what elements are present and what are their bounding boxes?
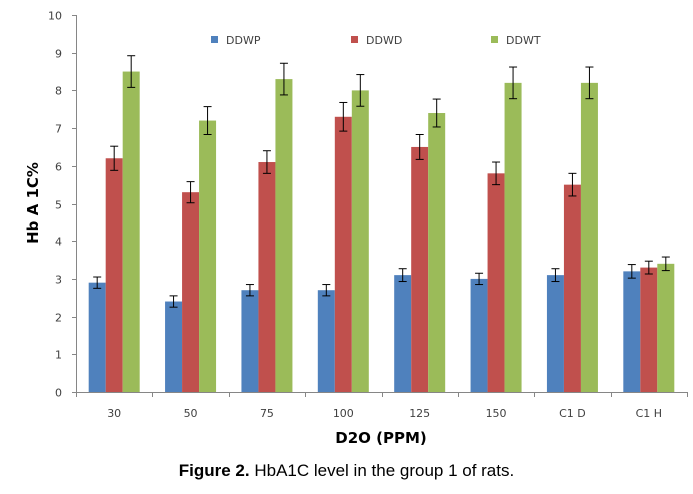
x-tick-label: C1 H <box>636 407 662 420</box>
x-tick-label: C1 D <box>559 407 586 420</box>
y-tick-label: 8 <box>55 85 62 98</box>
caption-label: Figure 2. <box>178 461 250 480</box>
bar-ddwp <box>88 282 106 392</box>
legend-swatch-ddwt <box>491 36 498 43</box>
bar-ddwd <box>411 146 429 392</box>
legend-swatch-ddwd <box>351 36 358 43</box>
bar-ddwt <box>122 71 140 393</box>
bar-ddwt <box>428 113 446 393</box>
bar-ddwp <box>470 278 488 392</box>
y-tick-label: 6 <box>55 161 62 174</box>
figure-caption: Figure 2. HbA1C level in the group 1 of … <box>0 461 693 481</box>
bar-ddwd <box>334 116 352 392</box>
y-tick-label: 10 <box>48 10 62 23</box>
legend-label-ddwd: DDWD <box>366 34 402 47</box>
legend-label-ddwp: DDWP <box>226 34 261 47</box>
x-tick-label: 100 <box>333 407 354 420</box>
y-tick-label: 0 <box>55 387 62 400</box>
bar-ddwp <box>241 290 259 392</box>
x-axis-ticks: 30 50 75 100 125 150 C1 D C1 H <box>76 392 688 420</box>
x-tick-label: 30 <box>107 407 121 420</box>
bar-ddwt <box>351 90 369 393</box>
bar-ddwd <box>182 192 200 392</box>
bar-ddwd <box>487 173 505 392</box>
bar-ddwp <box>165 301 183 392</box>
x-tick-label: 125 <box>409 407 430 420</box>
bar-ddwd <box>105 158 123 392</box>
y-tick-label: 1 <box>55 349 62 362</box>
bar-ddwp <box>317 290 335 392</box>
y-tick-label: 3 <box>55 274 62 287</box>
legend-swatch-ddwp <box>211 36 218 43</box>
x-tick-label: 150 <box>486 407 507 420</box>
bar-ddwd <box>258 162 276 392</box>
bar-ddwd <box>640 267 658 392</box>
y-tick-label: 5 <box>55 199 62 212</box>
legend: DDWP DDWD DDWT <box>211 34 541 47</box>
legend-label-ddwt: DDWT <box>506 34 541 47</box>
y-axis-ticks: 0 1 2 3 4 5 6 7 8 9 10 <box>48 10 76 400</box>
y-tick-label: 9 <box>55 48 62 61</box>
bar-ddwp <box>623 271 641 392</box>
bar-ddwt <box>199 120 217 392</box>
y-tick-label: 7 <box>55 123 62 136</box>
x-tick-label: 75 <box>260 407 274 420</box>
bar-ddwt <box>580 82 598 393</box>
bar-ddwt <box>504 82 522 393</box>
x-axis-title: D2O (PPM) <box>335 429 427 447</box>
bar-ddwt <box>275 79 293 392</box>
bars <box>88 71 675 393</box>
caption-text: HbA1C level in the group 1 of rats. <box>249 461 515 480</box>
bar-ddwp <box>394 275 412 392</box>
bar-ddwd <box>563 184 581 392</box>
x-tick-label: 50 <box>184 407 198 420</box>
error-bars <box>93 55 670 308</box>
y-axis-title: Hb A 1C% <box>24 162 42 244</box>
y-tick-label: 2 <box>55 312 62 325</box>
y-tick-label: 4 <box>55 236 62 249</box>
bar-ddwp <box>546 275 564 392</box>
bar-ddwt <box>657 263 675 392</box>
